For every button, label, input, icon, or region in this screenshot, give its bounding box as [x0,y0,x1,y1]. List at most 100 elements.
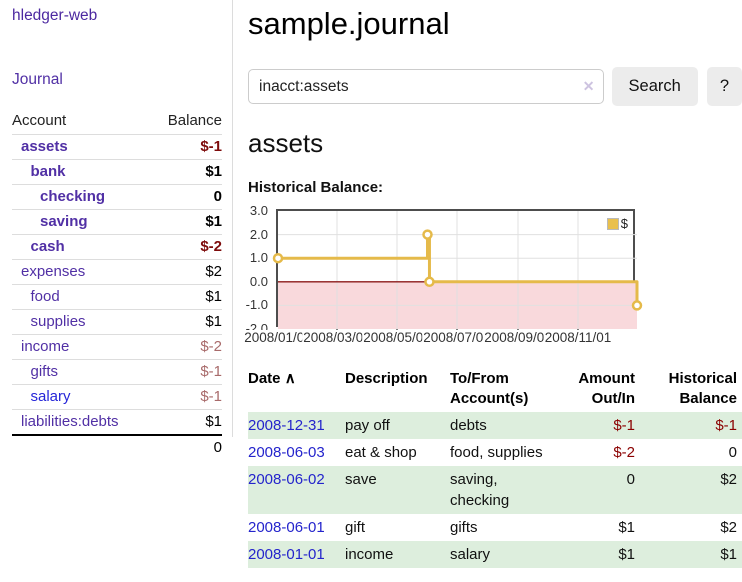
historical-balance-chart: $ 3.0 2.0 1.0 0.0 -1.0 -2.0 2008/01/01 2008/03… [243,203,643,348]
register-header-accounts: To/From Account(s) [450,370,529,407]
x-axis-tick-label: 2008/01/01 [243,330,313,345]
accounts-header-row: Account Balance [12,110,222,135]
chart-plot-area: $ 3.0 2.0 1.0 0.0 -1.0 -2.0 [246,203,643,336]
register-row: 2008-12-31 pay off debts $-1 $-1 [248,412,742,439]
app-layout: hledger-web Journal Account Balance asse… [0,0,742,568]
register-row: 2008-01-01 income salary $1 $1 [248,541,742,568]
register-date-cell: 2008-06-01 [248,514,345,541]
register-row: 2008-06-03 eat & shop food, supplies $-2 0 [248,439,742,466]
register-account-name: debts [450,417,487,434]
sidebar-item-journal[interactable]: Journal [12,71,63,88]
register-header-date-label: Date [248,370,281,387]
register-header-row: Date ∧ Description To/From Account(s) Am… [248,365,742,412]
register-amount-cell: $-2 [613,444,635,461]
register-description-cell: gift [345,519,366,536]
register-account-name: food, [450,444,484,461]
data-point-marker [424,276,435,288]
transaction-date-link[interactable]: 2008-06-02 [248,471,325,488]
main-content: sample.journal ✕ Search ? assets Histori… [233,0,742,568]
transaction-date-link[interactable]: 2008-06-03 [248,444,325,461]
sidebar-account-link[interactable]: checking [40,188,106,205]
register-header-date[interactable]: Date ∧ [248,365,345,412]
account-row: assets $-1 [12,134,222,160]
register-date-cell: 2008-06-02 [248,466,345,514]
register-accounts-cell: salary [450,541,554,568]
sidebar-account-link[interactable]: assets [21,138,68,155]
search-input[interactable] [248,69,604,104]
account-name-cell: liabilities:debts [12,409,152,435]
clear-search-icon[interactable]: ✕ [582,78,595,94]
sidebar-account-balance: $2 [151,259,222,285]
sidebar-account-balance: $1 [151,284,222,310]
account-name-cell: expenses [12,259,152,285]
x-axis-tick-label: 2008/09/01 [483,330,553,345]
sidebar-account-link[interactable]: bank [30,163,66,180]
register-account-name: checking [450,492,510,509]
sidebar-account-balance: $-1 [151,384,222,410]
account-row: checking 0 [12,184,222,210]
register-row: 2008-06-02 save saving, checking 0 $2 [248,466,742,514]
sidebar-account-link[interactable]: cash [30,238,65,255]
sidebar-account-link[interactable]: liabilities:debts [21,413,119,430]
register-account-name: gifts [450,519,478,536]
sidebar-account-link[interactable]: supplies [30,313,86,330]
account-name-cell: bank [12,159,152,185]
register-description-cell: pay off [345,417,390,434]
sidebar: hledger-web Journal Account Balance asse… [0,0,233,460]
sidebar-account-link[interactable]: gifts [30,363,59,380]
sidebar-account-balance: $-1 [151,134,222,160]
account-name-cell: gifts [12,359,152,385]
sidebar-account-link[interactable]: salary [30,388,71,405]
sidebar-account-balance: 0 [151,184,222,210]
sidebar-account-balance: $1 [151,159,222,185]
sidebar-account-balance: $-1 [151,359,222,385]
register-date-cell: 2008-01-01 [248,541,345,568]
account-name-cell: checking [12,184,152,210]
register-row: 2008-06-01 gift gifts $1 $2 [248,514,742,541]
account-name-cell: income [12,334,152,360]
transaction-date-link[interactable]: 2008-06-01 [248,519,325,536]
transaction-date-link[interactable]: 2008-01-01 [248,546,325,563]
y-axis-tick-label: 2.0 [249,226,268,242]
sidebar-account-balance: $1 [151,409,222,435]
register-description-cell: income [345,546,394,563]
register-balance-cell: $1 [720,546,737,563]
sidebar-account-link[interactable]: food [30,288,60,305]
register-amount-cell: 0 [626,471,635,488]
register-balance-cell: $2 [720,519,737,536]
chart-canvas [272,211,643,333]
accounts-table: Account Balance assets $-1 bank $1 checking 0… [12,110,222,460]
account-row: supplies $1 [12,309,222,335]
sort-ascending-icon: ∧ [284,370,296,387]
page-title: sample.journal [248,6,450,41]
search-button[interactable]: Search [611,67,698,106]
account-row: food $1 [12,284,222,310]
account-row: income $-2 [12,334,222,360]
register-accounts-cell: gifts [450,514,554,541]
register-balance-cell: 0 [728,444,737,461]
register-header-description: Description [345,370,428,387]
sidebar-account-balance: $1 [151,209,222,235]
legend-swatch-icon [606,217,619,230]
account-name-cell: supplies [12,309,152,335]
sidebar-account-link[interactable]: income [21,338,70,355]
accounts-total-value: 0 [151,434,222,460]
data-point-marker [272,252,284,264]
register-balance-cell: $2 [720,471,737,488]
accounts-header-balance: Balance [167,112,222,129]
register-description-cell: save [345,471,377,488]
search-field-wrap: ✕ [248,69,604,104]
sidebar-nav: Journal [12,71,222,89]
chart-legend: $ [606,216,628,231]
help-button[interactable]: ? [706,67,742,106]
register-header-balance: Historical Balance [668,370,737,407]
sidebar-account-link[interactable]: saving [40,213,88,230]
sidebar-account-balance: $-2 [151,234,222,260]
search-bar: ✕ Search ? [248,67,742,106]
sidebar-account-link[interactable]: expenses [21,263,86,280]
transaction-date-link[interactable]: 2008-12-31 [248,417,325,434]
brand-link[interactable]: hledger-web [12,7,98,24]
register-amount-cell: $-1 [613,417,635,434]
account-name-cell: saving [12,209,152,235]
accounts-total-row: 0 [12,434,222,460]
